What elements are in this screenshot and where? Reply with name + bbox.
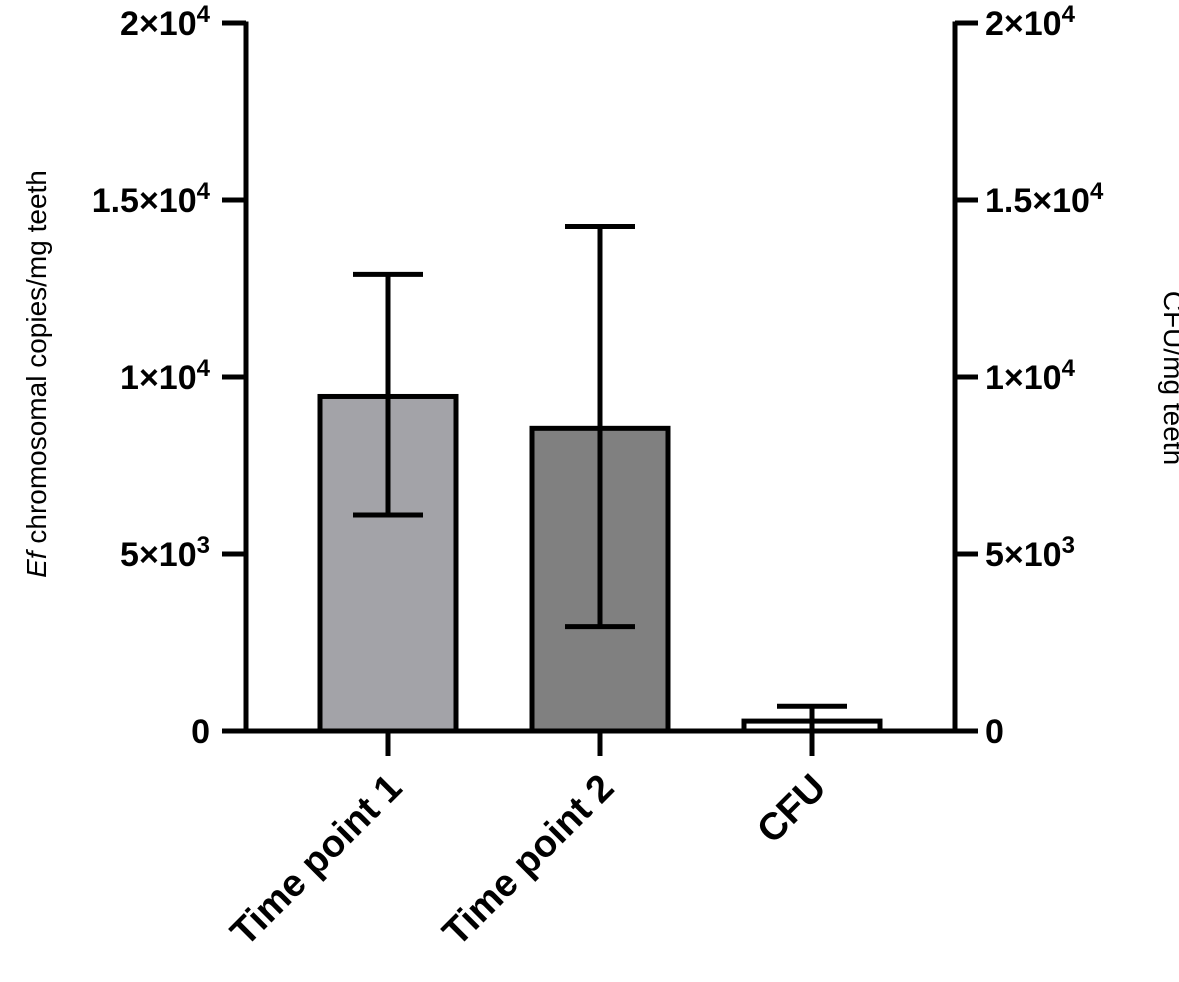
right-y-tick-label: 2×104 bbox=[985, 1, 1076, 43]
left-y-tick-label: 2×104 bbox=[120, 1, 211, 43]
x-tick-label: CFU bbox=[749, 767, 834, 852]
bar-1 bbox=[317, 393, 459, 734]
left-y-tick-label: 1.5×104 bbox=[92, 178, 211, 220]
right-y-tick-label: 5×103 bbox=[985, 532, 1075, 574]
y-axis-label-right: CFU/mg teeth bbox=[1158, 291, 1179, 465]
left-y-tick-label: 0 bbox=[191, 713, 210, 751]
y-axis-label-left: Ef chromosomal copies/mg teeth bbox=[21, 170, 52, 578]
x-tick-label: Time point 1 bbox=[223, 767, 410, 954]
x-tick-label: Time point 2 bbox=[435, 767, 622, 954]
left-y-tick-label: 5×103 bbox=[120, 532, 210, 574]
left-y-tick-label: 1×104 bbox=[120, 355, 211, 397]
right-y-tick-label: 1.5×104 bbox=[985, 178, 1104, 220]
error-bars bbox=[353, 224, 847, 731]
right-y-tick-label: 0 bbox=[985, 713, 1004, 751]
right-y-tick-label: 1×104 bbox=[985, 355, 1076, 397]
